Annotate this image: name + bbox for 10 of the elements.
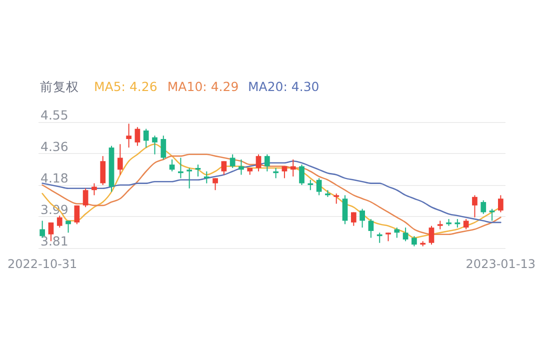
text: MA20: 4.30 — [248, 79, 320, 94]
legend-title: 前复权 — [40, 79, 79, 94]
text: MA5: 4.26 — [94, 79, 158, 94]
y-tick-label: 4.36 — [40, 139, 68, 154]
y-tick-label: 4.18 — [40, 170, 68, 186]
text: MA10: 4.29 — [167, 79, 239, 94]
x-tick-label: 2023-01-13 — [466, 257, 536, 271]
y-tick-label: 3.81 — [40, 234, 68, 248]
y-tick-label: 4.55 — [40, 108, 68, 122]
x-tick-label: 2022-10-31 — [7, 257, 78, 271]
